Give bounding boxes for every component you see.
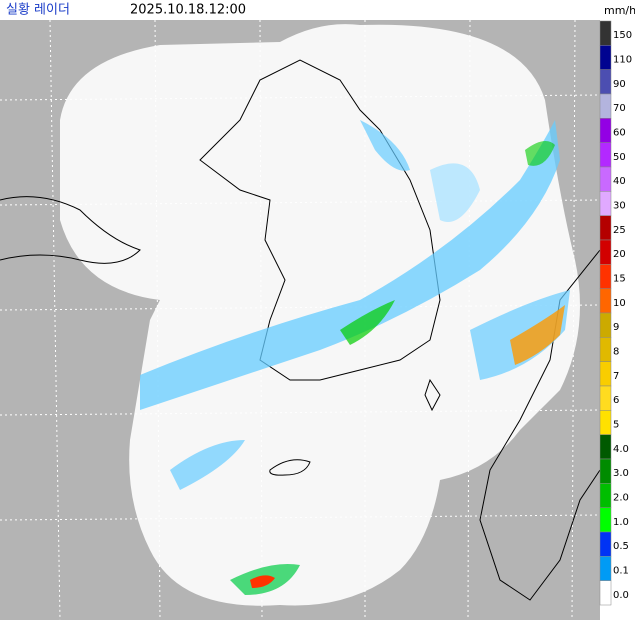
legend-label: 1.0 bbox=[613, 517, 629, 528]
title: 실황 레이더 bbox=[6, 3, 70, 18]
map bbox=[0, 19, 601, 620]
legend-swatch bbox=[599, 215, 612, 241]
legend-swatch bbox=[599, 385, 612, 411]
legend-swatch bbox=[599, 264, 612, 289]
legend-label: 0.1 bbox=[613, 566, 629, 577]
legend-swatch bbox=[599, 45, 612, 70]
legend: 150 110 90 70 60 50 40 30 25 20 15 10 9 8 7 6 5 4.0 3.0 2.0… bbox=[599, 20, 632, 606]
legend-swatch bbox=[599, 434, 612, 460]
legend-label: 8 bbox=[613, 347, 619, 358]
legend-label: 150 bbox=[613, 30, 632, 41]
legend-label: 0.5 bbox=[613, 541, 629, 552]
legend-swatch bbox=[599, 458, 612, 484]
legend-label: 70 bbox=[613, 103, 626, 114]
legend-label: 10 bbox=[613, 298, 626, 309]
legend-swatch bbox=[599, 191, 612, 216]
legend-label: 110 bbox=[613, 55, 632, 66]
legend-label: 30 bbox=[613, 201, 626, 212]
legend-label: 6 bbox=[613, 395, 619, 406]
legend-label: 60 bbox=[613, 128, 626, 139]
legend-swatch bbox=[599, 531, 612, 557]
legend-label: 90 bbox=[613, 79, 626, 90]
legend-swatch bbox=[599, 556, 612, 581]
legend-swatch bbox=[599, 580, 612, 606]
legend-swatch bbox=[599, 239, 612, 265]
grid bbox=[0, 19, 601, 620]
unit: mm/h bbox=[604, 4, 635, 17]
legend-swatch bbox=[599, 166, 612, 192]
legend-label: 20 bbox=[613, 249, 626, 260]
legend-swatch bbox=[599, 337, 612, 362]
legend-swatch bbox=[599, 483, 612, 508]
legend-swatch bbox=[599, 93, 612, 119]
legend-swatch bbox=[599, 118, 612, 143]
legend-label: 15 bbox=[613, 274, 626, 285]
legend-label: 3.0 bbox=[613, 468, 629, 479]
legend-swatch bbox=[599, 312, 612, 338]
legend-label: 2.0 bbox=[613, 493, 629, 504]
legend-label: 5 bbox=[613, 420, 619, 431]
legend-label: 50 bbox=[613, 152, 626, 163]
legend-swatch bbox=[599, 507, 612, 533]
legend-swatch bbox=[599, 410, 612, 435]
legend-swatch bbox=[599, 69, 612, 95]
legend-label: 7 bbox=[613, 371, 619, 382]
legend-swatch bbox=[599, 288, 612, 314]
legend-label: 0.0 bbox=[613, 590, 629, 601]
legend-label: 9 bbox=[613, 322, 619, 333]
legend-swatch bbox=[599, 142, 612, 168]
legend-label: 25 bbox=[613, 225, 626, 236]
timestamp: 2025.10.18.12:00 bbox=[130, 3, 246, 18]
legend-label: 4.0 bbox=[613, 444, 629, 455]
legend-swatch bbox=[599, 361, 612, 387]
legend-label: 40 bbox=[613, 176, 626, 187]
precipitation bbox=[140, 120, 570, 595]
legend-swatch bbox=[599, 20, 612, 46]
